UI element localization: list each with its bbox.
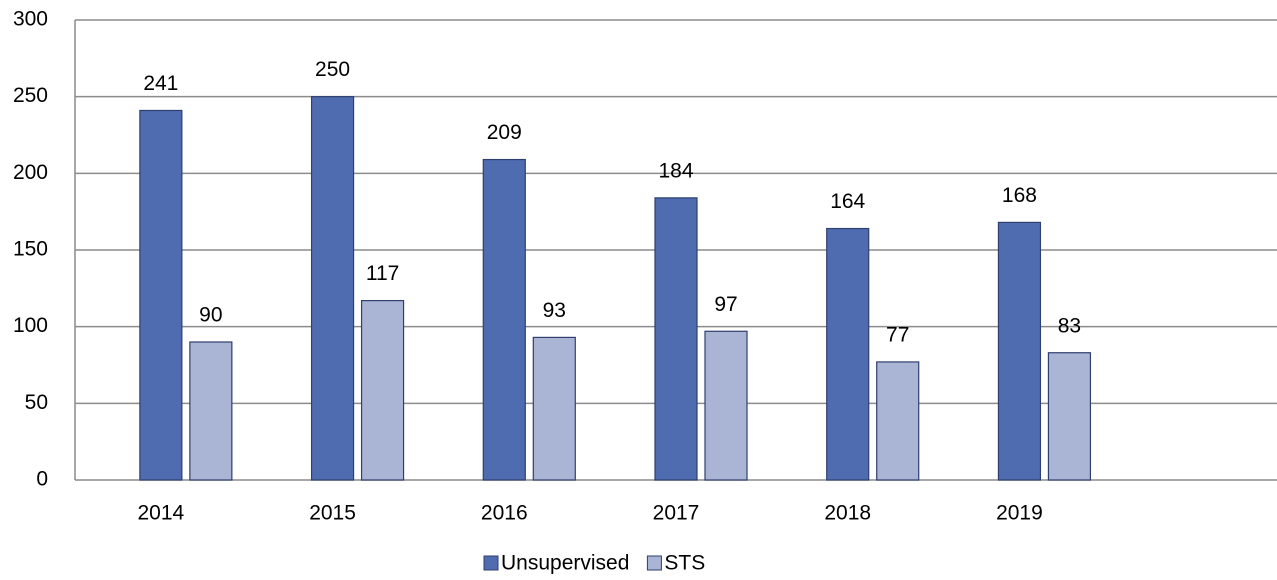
legend-label: Unsupervised [501,552,629,575]
bar [654,197,698,481]
data-label: 209 [487,121,522,144]
y-tick-label: 0 [36,468,48,491]
data-label: 77 [886,323,909,346]
bar [1047,352,1092,481]
bar [139,109,183,481]
bar [826,227,870,481]
y-tick-label: 100 [13,314,48,337]
data-label: 83 [1058,314,1081,337]
x-tick-label: 2017 [653,502,700,525]
data-label: 90 [199,304,222,327]
y-tick-label: 150 [13,238,48,261]
x-tick-label: 2016 [481,502,528,525]
bar [482,158,526,481]
data-label: 250 [315,58,350,81]
data-label: 168 [1002,184,1037,207]
legend-swatch [483,555,499,571]
legend-swatch [646,555,662,571]
bar [189,341,233,481]
data-label: 97 [714,293,737,316]
bar [704,330,748,481]
x-tick-label: 2019 [996,502,1043,525]
data-label: 93 [543,299,566,322]
x-tick-label: 2018 [824,502,871,525]
data-label: 117 [366,262,399,285]
x-tick-label: 2014 [137,502,184,525]
y-tick-label: 300 [13,8,48,31]
bar [360,300,405,481]
y-tick-label: 200 [13,161,48,184]
data-label: 184 [658,159,693,182]
y-tick-label: 50 [25,391,48,414]
x-tick-label: 2015 [309,502,356,525]
legend-label: STS [664,552,705,575]
bar [997,221,1042,481]
data-label: 241 [143,72,178,95]
data-label: 164 [830,190,865,213]
bar [876,361,920,481]
bar [310,96,355,481]
bar [532,336,576,481]
y-tick-label: 250 [13,84,48,107]
